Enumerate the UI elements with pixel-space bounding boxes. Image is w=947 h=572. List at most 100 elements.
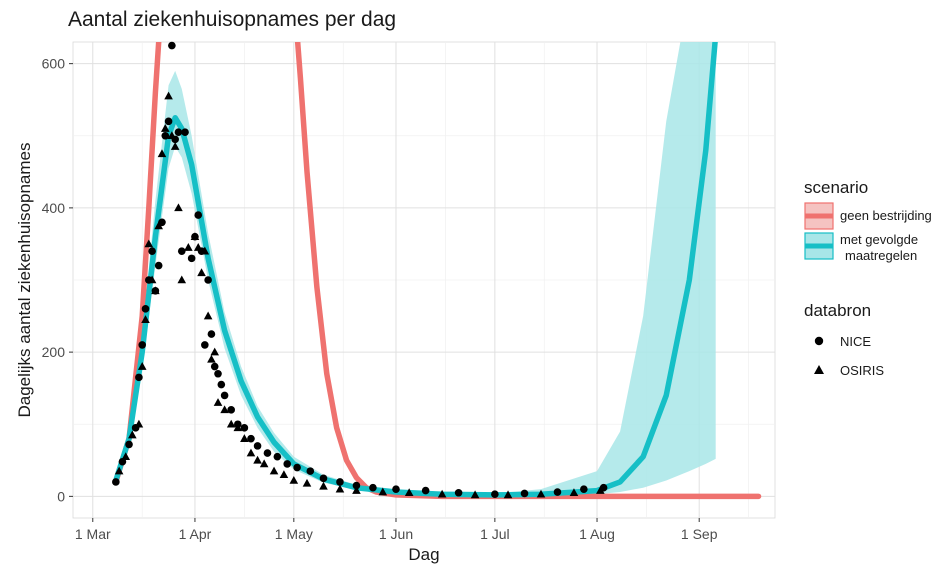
point-osiris (160, 124, 170, 132)
point-nice (553, 488, 562, 496)
point-osiris (170, 142, 180, 150)
point-nice (217, 380, 226, 389)
point-osiris (174, 203, 183, 212)
point-nice (138, 341, 147, 349)
point-osiris (137, 362, 147, 370)
y-axis: 0 200 400 600 (42, 56, 73, 504)
x-axis-label: Dag (408, 545, 439, 564)
point-osiris (210, 347, 220, 356)
legend-databron-title: databron (804, 301, 871, 320)
point-nice (293, 463, 301, 472)
point-nice (125, 440, 133, 449)
point-osiris (114, 466, 124, 475)
point-nice (273, 452, 282, 461)
point-osiris (141, 315, 150, 323)
point-nice (204, 276, 212, 284)
data-points (112, 41, 608, 499)
point-osiris (177, 275, 187, 284)
point-osiris (144, 239, 154, 248)
point-osiris (121, 452, 131, 460)
point-nice (187, 254, 196, 263)
confidence-bands (115, 42, 716, 496)
point-osiris (596, 486, 605, 494)
point-osiris (240, 434, 249, 442)
point-nice (306, 467, 315, 475)
point-osiris (335, 484, 345, 493)
point-nice (319, 474, 328, 483)
y-tick-label: 0 (57, 488, 65, 504)
point-nice (214, 369, 222, 378)
point-osiris (352, 486, 361, 494)
point-nice (168, 41, 176, 50)
legend: scenario geen bestrijding met gevolgde maat… (804, 178, 932, 378)
point-osiris (269, 466, 279, 475)
point-osiris (319, 481, 328, 490)
point-nice (161, 131, 170, 140)
point-nice (201, 341, 209, 349)
point-osiris (193, 243, 203, 251)
point-nice (352, 481, 361, 490)
point-nice (263, 449, 272, 457)
point-nice (336, 478, 344, 486)
point-osiris (569, 488, 579, 497)
point-osiris (470, 490, 480, 499)
point-osiris (128, 430, 137, 439)
point-osiris (302, 478, 312, 487)
point-nice (247, 434, 255, 443)
point-nice (174, 128, 183, 136)
point-nice (283, 460, 292, 468)
point-nice (491, 490, 499, 499)
point-osiris (259, 459, 269, 468)
legend-label-databron: NICE (840, 334, 871, 349)
point-nice (207, 330, 216, 338)
point-nice (164, 117, 173, 126)
point-nice (112, 478, 120, 486)
point-osiris (226, 419, 236, 428)
point-osiris (536, 489, 546, 498)
point-nice (369, 483, 377, 492)
point-nice (135, 373, 143, 382)
point-osiris (134, 419, 144, 428)
point-nice (210, 362, 219, 371)
confidence-band (115, 42, 716, 496)
point-osiris (404, 488, 414, 497)
point-nice (421, 486, 430, 495)
point-osiris (503, 490, 513, 499)
point-osiris (220, 405, 229, 414)
point-nice (220, 391, 229, 400)
point-osiris (213, 398, 223, 406)
point-nice (392, 485, 400, 493)
legend-key-nice (814, 336, 824, 346)
point-osiris (200, 246, 210, 255)
point-osiris (190, 232, 200, 241)
point-osiris (147, 275, 157, 284)
x-tick-label: 1 May (275, 526, 313, 542)
x-tick-label: 1 Apr (179, 526, 212, 542)
x-axis: 1 Mar 1 Apr 1 May 1 Jun 1 Jul 1 Aug 1 Sep (75, 518, 718, 542)
legend-label-scenario: geen bestrijding (840, 208, 932, 223)
point-nice (227, 406, 235, 414)
chart-title: Aantal ziekenhuisopnames per dag (68, 8, 396, 31)
legend-label-scenario: met gevolgde maatregelen (840, 232, 918, 263)
point-osiris (246, 448, 256, 457)
point-osiris (207, 354, 216, 363)
x-tick-label: 1 Aug (579, 526, 615, 542)
point-nice (240, 424, 249, 432)
x-tick-label: 1 Jun (379, 526, 413, 542)
y-tick-label: 200 (42, 344, 66, 360)
point-osiris (157, 149, 167, 158)
point-nice (154, 261, 163, 270)
y-tick-label: 400 (42, 200, 66, 216)
x-tick-label: 1 Sep (681, 526, 718, 542)
point-osiris (167, 131, 177, 140)
point-nice (141, 305, 150, 313)
point-osiris (253, 455, 262, 464)
y-axis-label: Dagelijks aantal ziekenhuisopnames (15, 143, 34, 418)
point-osiris (154, 221, 163, 230)
point-nice (520, 489, 529, 498)
point-osiris (197, 268, 206, 277)
legend-key-osiris (814, 365, 824, 374)
point-osiris (289, 475, 299, 484)
point-nice (181, 128, 189, 136)
